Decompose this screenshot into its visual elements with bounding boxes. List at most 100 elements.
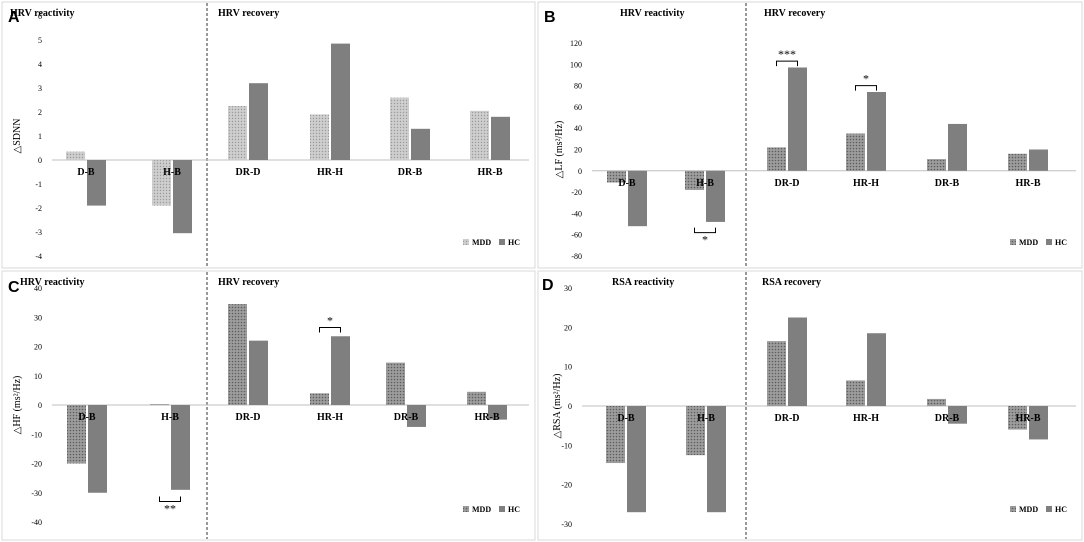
category-label: HR-H (853, 413, 879, 424)
y-tick-label: 1 (38, 132, 42, 141)
bar-hc-hr-b (1029, 406, 1048, 440)
bar-mdd-dr-d (228, 304, 247, 405)
y-tick-label: 60 (574, 103, 582, 112)
bar-mdd-dr-b (386, 362, 405, 405)
category-label: DR-D (236, 412, 261, 423)
bar-hc-h-b (173, 160, 192, 234)
bar-mdd-hr-h (846, 133, 865, 171)
bar-hc-d-b (87, 160, 106, 206)
bar-mdd-dr-b (927, 398, 946, 406)
panel-frame (537, 270, 1083, 541)
legend-swatch-hc (1046, 506, 1052, 512)
bar-hc-hr-h (867, 333, 886, 406)
legend-label-mdd: MDD (472, 505, 491, 514)
y-tick-label: 100 (570, 60, 582, 69)
significance-marker: * (327, 313, 333, 327)
section-title-recovery: RSA recovery (762, 277, 821, 288)
legend-swatch-mdd (463, 239, 469, 245)
legend-label-mdd: MDD (1019, 238, 1038, 247)
bar-mdd-hr-b (1008, 153, 1027, 171)
category-label: HR-B (1016, 413, 1041, 424)
panel-frame (1, 270, 536, 541)
section-title-recovery: HRV recovery (764, 8, 825, 19)
bar-mdd-h-b (150, 404, 169, 406)
y-tick-label: -2 (35, 204, 42, 213)
legend-label-hc: HC (1055, 238, 1067, 247)
bar-hc-dr-d (249, 340, 268, 405)
category-label: HR-H (317, 412, 343, 423)
y-tick-label: 10 (564, 363, 572, 372)
y-tick-label: -40 (31, 518, 42, 527)
category-label: DR-B (935, 413, 960, 424)
panel-frame (1, 1, 536, 269)
y-tick-label: -10 (31, 430, 42, 439)
category-label: DR-B (394, 412, 419, 423)
bar-mdd-d-b (606, 406, 625, 464)
y-tick-label: 20 (34, 343, 42, 352)
bar-mdd-dr-d (767, 341, 786, 406)
y-tick-label: -60 (571, 231, 582, 240)
bar-hc-d-b (628, 170, 647, 227)
legend-label-mdd: MDD (1019, 505, 1038, 514)
bar-mdd-h-b (685, 170, 704, 190)
y-tick-label: -20 (31, 460, 42, 469)
y-tick-label: 3 (38, 84, 42, 93)
category-label: D-B (618, 178, 636, 189)
y-axis-label: △LF (ms²/Hz) (554, 121, 565, 179)
bar-hc-dr-d (788, 317, 807, 406)
legend-swatch-hc (499, 506, 505, 512)
significance-marker: * (863, 72, 869, 86)
category-label: H-B (697, 413, 715, 424)
y-tick-label: -3 (35, 228, 42, 237)
y-tick-label: -80 (571, 252, 582, 261)
bar-mdd-hr-h (310, 393, 329, 405)
significance-bracket (855, 85, 877, 91)
y-tick-label: 40 (34, 284, 42, 293)
legend-swatch-mdd (463, 506, 469, 512)
legend-swatch-mdd (1010, 239, 1016, 245)
bar-hc-hr-b (491, 116, 510, 160)
y-tick-label: 20 (574, 146, 582, 155)
bar-hc-d-b (88, 405, 107, 493)
category-label: D-B (78, 412, 96, 423)
bar-hc-dr-d (249, 83, 268, 160)
significance-marker: *** (778, 47, 796, 61)
panel-frame (537, 1, 1083, 269)
significance-bracket (319, 326, 341, 333)
significance-bracket (776, 60, 798, 67)
section-title-reactivity: HRV reactivity (620, 8, 685, 19)
y-tick-label: 2 (38, 108, 42, 117)
y-tick-label: -40 (571, 209, 582, 218)
category-label: H-B (163, 167, 181, 178)
bar-hc-d-b (627, 406, 646, 513)
panel-letter: A (8, 9, 20, 26)
section-title-reactivity: HRV reactivity (20, 277, 85, 288)
category-label: D-B (77, 167, 95, 178)
bar-hc-hr-h (331, 336, 350, 405)
category-label: DR-D (775, 413, 800, 424)
y-tick-label: -30 (561, 520, 572, 529)
y-tick-label: 0 (38, 401, 42, 410)
bar-hc-hr-b (1029, 149, 1048, 171)
bar-mdd-dr-d (767, 147, 786, 171)
y-tick-label: 4 (38, 60, 42, 69)
category-label: HR-B (475, 412, 500, 423)
category-label: HR-B (478, 167, 503, 178)
y-tick-label: 0 (568, 402, 572, 411)
y-tick-label: 5 (38, 36, 42, 45)
bar-mdd-d-b (607, 170, 626, 183)
bar-hc-hr-b (488, 405, 507, 420)
bar-hc-h-b (707, 406, 726, 513)
y-tick-label: 120 (570, 39, 582, 48)
significance-marker: * (702, 233, 708, 247)
legend-swatch-hc (1046, 239, 1052, 245)
legend-swatch-hc (499, 239, 505, 245)
significance-bracket (159, 496, 181, 503)
y-tick-label: -20 (571, 188, 582, 197)
category-label: H-B (161, 412, 179, 423)
category-label: DR-B (935, 178, 960, 189)
bar-hc-dr-b (407, 405, 426, 427)
y-tick-label: -10 (561, 441, 572, 450)
